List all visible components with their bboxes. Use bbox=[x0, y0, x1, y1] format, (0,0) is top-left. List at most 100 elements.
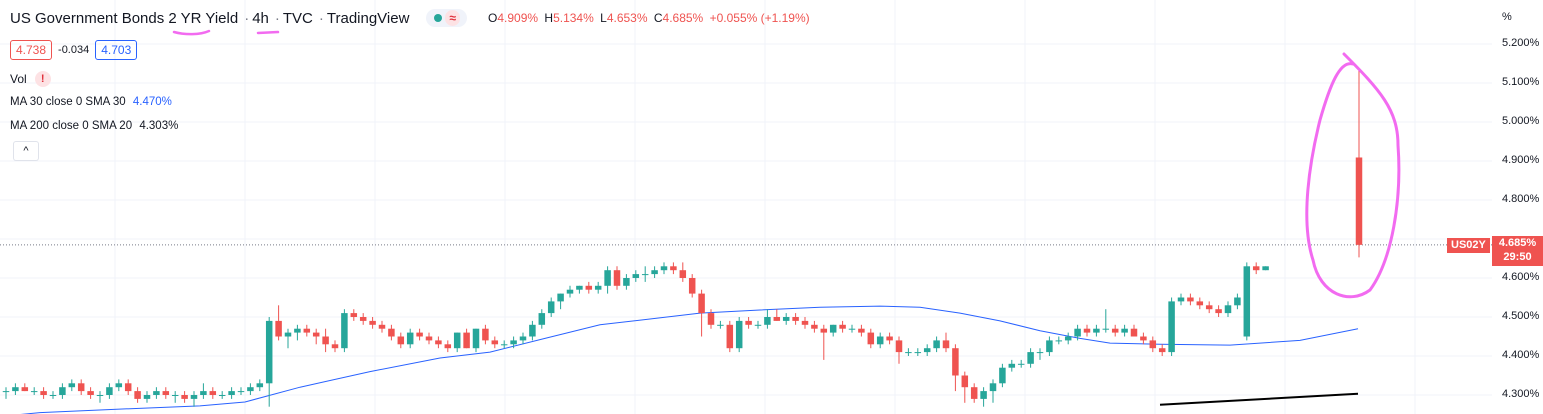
candle-up bbox=[529, 324, 536, 337]
ma200-line bbox=[1159, 392, 1359, 406]
legend-title-row: US Government Bonds 2 YR Yield · 4h · TV… bbox=[10, 9, 816, 27]
candle-down bbox=[1187, 297, 1194, 302]
ma30-legend[interactable]: MA 30 close 0 SMA 30 4.470% bbox=[10, 96, 172, 108]
candle-up bbox=[1064, 336, 1072, 341]
symbol-price-label: US02Y bbox=[1447, 238, 1490, 253]
candle-up bbox=[265, 320, 273, 384]
candle-up bbox=[1224, 305, 1232, 314]
candle-up bbox=[764, 317, 771, 325]
candle-up bbox=[341, 313, 348, 349]
candle-up bbox=[237, 391, 245, 393]
chevron-up-icon: ^ bbox=[23, 145, 29, 157]
symbol-title[interactable]: US Government Bonds 2 YR Yield bbox=[10, 9, 239, 27]
candle-up bbox=[115, 383, 123, 388]
collapse-legend-button[interactable]: ^ bbox=[13, 141, 39, 161]
candle-up bbox=[1168, 301, 1175, 353]
candle-up bbox=[1243, 266, 1251, 337]
separator: · bbox=[244, 9, 250, 27]
candle-down bbox=[613, 270, 621, 286]
candle-down bbox=[820, 328, 828, 333]
candle-up bbox=[576, 285, 583, 290]
candle-down bbox=[378, 324, 386, 329]
price-tick-label: 4.500% bbox=[1502, 310, 1540, 322]
candle-up bbox=[228, 391, 235, 395]
circle-dot-icon bbox=[434, 14, 443, 22]
candle-down bbox=[1158, 348, 1166, 353]
candle-up bbox=[914, 352, 922, 354]
candle-up bbox=[294, 328, 301, 333]
candle-down bbox=[369, 320, 376, 325]
candle-down bbox=[867, 332, 875, 345]
candle-up bbox=[1055, 340, 1063, 342]
candle-down bbox=[1196, 301, 1204, 306]
vol-legend[interactable]: Vol ! bbox=[10, 71, 51, 87]
spread-value: -0.034 bbox=[58, 44, 90, 56]
chart-grid bbox=[0, 0, 1492, 414]
bid-button[interactable]: 4.738 bbox=[10, 40, 53, 60]
candle-down bbox=[491, 340, 499, 345]
candle-up bbox=[12, 387, 19, 392]
candle-up bbox=[999, 367, 1006, 384]
candle-down bbox=[331, 344, 339, 349]
candle-down bbox=[773, 317, 781, 321]
candle-up bbox=[735, 320, 743, 349]
candle-up bbox=[905, 352, 912, 354]
vol-label: Vol bbox=[10, 72, 27, 86]
candle-up bbox=[557, 293, 564, 302]
candle-down bbox=[792, 317, 799, 321]
countdown-value: 29:50 bbox=[1503, 251, 1532, 263]
candle-down bbox=[961, 375, 969, 388]
ma30-label: MA 30 close 0 SMA 30 bbox=[10, 96, 126, 108]
candle-down bbox=[425, 336, 433, 341]
candle-up bbox=[660, 266, 668, 271]
candle-up bbox=[1046, 340, 1053, 353]
candle-up bbox=[566, 289, 574, 294]
underline-4h bbox=[256, 30, 280, 35]
candle-up bbox=[632, 274, 640, 278]
candle-up bbox=[623, 278, 630, 286]
candle-down bbox=[435, 340, 442, 345]
exchange-label: TVC bbox=[282, 9, 313, 27]
warning-icon[interactable]: ! bbox=[34, 71, 51, 87]
underline-2yr bbox=[172, 29, 211, 36]
ask-button[interactable]: 4.703 bbox=[95, 40, 138, 60]
interval-label[interactable]: 4h bbox=[252, 9, 269, 27]
source-label: TradingView bbox=[326, 9, 410, 27]
candle-down bbox=[322, 336, 329, 345]
candle-up bbox=[2, 391, 10, 393]
candle-down bbox=[1083, 328, 1091, 333]
candle-down bbox=[707, 313, 715, 325]
candle-down bbox=[811, 324, 818, 329]
candle-down bbox=[839, 324, 846, 329]
candle-down bbox=[397, 336, 405, 345]
candle-down bbox=[124, 383, 132, 392]
candle-up bbox=[30, 391, 38, 393]
annotation-loop bbox=[1305, 52, 1401, 299]
candle-up bbox=[59, 387, 66, 395]
candle-up bbox=[594, 285, 602, 290]
candle-up bbox=[1121, 328, 1128, 333]
candle-up bbox=[247, 387, 254, 392]
last-price-badge: 4.685% 29:50 bbox=[1492, 236, 1543, 266]
candle-down bbox=[275, 320, 282, 337]
candle-down bbox=[77, 383, 85, 392]
candle-down bbox=[482, 328, 489, 341]
ma200-value: 4.303% bbox=[139, 120, 179, 132]
candle-down bbox=[679, 270, 687, 278]
price-tick-label: 4.600% bbox=[1502, 271, 1540, 283]
candle-down bbox=[1140, 336, 1147, 341]
market-status-pill[interactable]: ≈ bbox=[426, 9, 468, 27]
candle-up bbox=[1177, 297, 1185, 302]
ma200-legend[interactable]: MA 200 close 0 SMA 20 4.303% bbox=[10, 120, 178, 132]
candle-up bbox=[143, 395, 151, 399]
candle-down bbox=[585, 285, 593, 290]
ma30-line bbox=[20, 305, 1359, 414]
candle-down bbox=[388, 328, 395, 337]
price-tick-label: 4.800% bbox=[1502, 193, 1540, 205]
candle-down bbox=[181, 395, 188, 399]
candle-down bbox=[1215, 309, 1222, 314]
approx-icon: ≈ bbox=[445, 10, 461, 26]
candle-up bbox=[190, 395, 198, 399]
candle-up bbox=[519, 336, 527, 341]
